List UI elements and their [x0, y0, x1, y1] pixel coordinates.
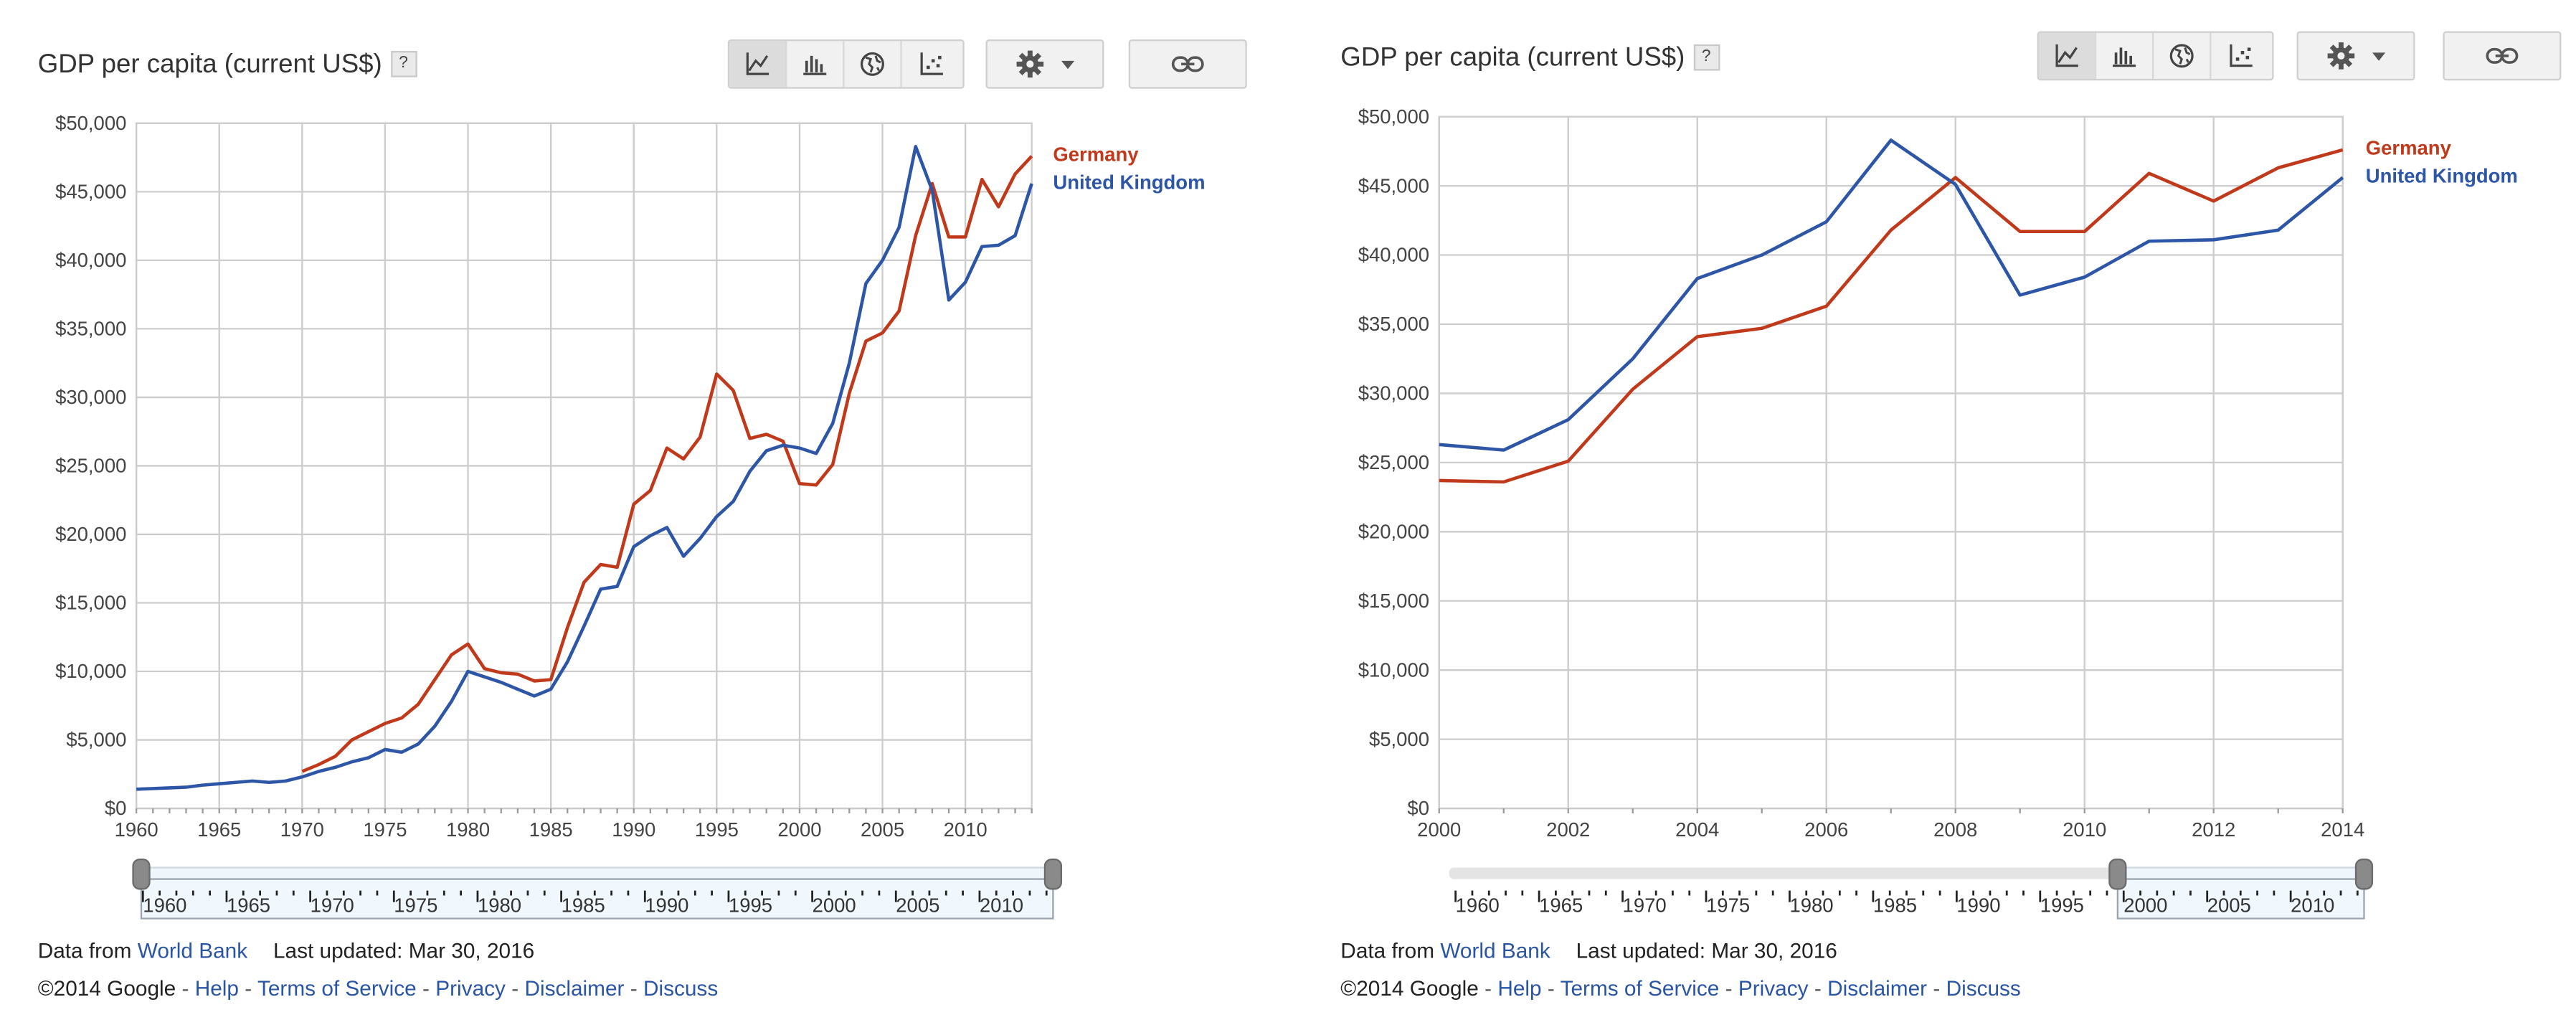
slider-year-label: 1990 [1956, 894, 2000, 916]
slider-year-label: 1990 [645, 894, 688, 916]
x-tick-label: 1965 [197, 818, 241, 841]
x-tick-label: 2010 [944, 818, 988, 841]
terms-link[interactable]: Terms of Service [257, 976, 417, 1001]
privacy-link[interactable]: Privacy [435, 976, 506, 1001]
copyright-line: ©2014 Google - Help - Terms of Service -… [38, 976, 719, 1001]
y-tick-label: $35,000 [55, 318, 126, 340]
slider-year-label: 1995 [2040, 894, 2084, 916]
y-tick-label: $50,000 [55, 112, 126, 134]
discuss-link[interactable]: Discuss [643, 976, 718, 1001]
x-tick-label: 1985 [529, 818, 573, 841]
x-tick-label: 1995 [695, 818, 739, 841]
y-tick-label: $25,000 [55, 455, 126, 477]
discuss-link[interactable]: Discuss [1946, 976, 2021, 1001]
x-tick-label: 2000 [777, 818, 821, 841]
x-tick-label: 2012 [2192, 818, 2235, 841]
x-tick-label: 1970 [280, 818, 324, 841]
y-tick-label: $45,000 [1358, 174, 1429, 197]
data-source-line: Data from World Bank Last updated: Mar 3… [1340, 938, 1837, 963]
y-tick-label: $10,000 [1358, 658, 1429, 681]
x-tick-label: 2008 [1933, 818, 1977, 841]
slider-year-label: 1960 [1456, 894, 1500, 916]
y-tick-label: $25,000 [1358, 451, 1429, 473]
chart-panel-left: GDP per capita (current US$)? [0, 0, 1288, 1030]
y-tick-label: $0 [105, 797, 127, 819]
x-tick-label: 2014 [2321, 818, 2364, 841]
slider-year-label: 2005 [896, 894, 939, 916]
slider-right-handle[interactable] [2356, 859, 2372, 889]
y-tick-label: $45,000 [55, 181, 126, 203]
x-tick-label: 1975 [363, 818, 407, 841]
y-tick-label: $30,000 [55, 386, 126, 408]
privacy-link[interactable]: Privacy [1738, 976, 1809, 1001]
slider-year-label: 2010 [980, 894, 1023, 916]
legend-entry: United Kingdom [2366, 164, 2518, 186]
legend-entry: United Kingdom [1053, 171, 1205, 193]
gdp-line-chart-right: $0 $5,000 $10,000 $15,000 $20,000 $25,000 $30,… [1288, 0, 2576, 1030]
slider-year-label: 1995 [729, 894, 772, 916]
y-tick-label: $10,000 [55, 660, 126, 682]
x-tick-label: 2010 [2063, 818, 2106, 841]
x-tick-label: 2004 [1675, 818, 1719, 841]
slider-year-label: 2000 [813, 894, 856, 916]
last-updated: Last updated: Mar 30, 2016 [1576, 938, 1837, 963]
x-tick-label: 2000 [1417, 818, 1461, 841]
x-tick-label: 1980 [446, 818, 490, 841]
time-range-slider[interactable]: 1960 1965 1970 1975 1980 1985 1990 1995 2000 2005… [1449, 859, 2372, 918]
world-bank-link[interactable]: World Bank [138, 938, 247, 963]
slider-year-label: 2000 [2123, 894, 2167, 916]
terms-link[interactable]: Terms of Service [1561, 976, 1720, 1001]
legend-entry: Germany [1053, 143, 1139, 165]
slider-year-label: 1985 [1873, 894, 1917, 916]
help-link[interactable]: Help [1497, 976, 1541, 1001]
x-tick-label: 1960 [115, 818, 158, 841]
y-tick-label: $5,000 [1369, 728, 1429, 750]
slider-year-label: 1975 [1706, 894, 1750, 916]
slider-right-handle[interactable] [1045, 859, 1061, 889]
world-bank-link[interactable]: World Bank [1440, 938, 1550, 963]
y-tick-label: $40,000 [1358, 244, 1429, 266]
slider-year-label: 1970 [311, 894, 354, 916]
slider-year-label: 1970 [1623, 894, 1667, 916]
y-tick-label: $0 [1407, 797, 1429, 819]
y-tick-label: $40,000 [55, 249, 126, 271]
gdp-line-chart-left: $0 $5,000 $10,000 $15,000 $20,000 $25,000 $30,… [0, 0, 1288, 1030]
slider-year-label: 1975 [394, 894, 437, 916]
disclaimer-link[interactable]: Disclaimer [1827, 976, 1927, 1001]
x-tick-label: 2006 [1804, 818, 1848, 841]
slider-selected-track [141, 868, 1053, 879]
slider-year-label: 1965 [227, 894, 270, 916]
slider-year-label: 2005 [2207, 894, 2251, 916]
legend-entry: Germany [2366, 136, 2452, 159]
y-tick-label: $5,000 [66, 729, 126, 751]
y-tick-label: $15,000 [55, 592, 126, 614]
y-tick-label: $50,000 [1358, 105, 1429, 128]
y-tick-label: $15,000 [1358, 590, 1429, 612]
help-link[interactable]: Help [195, 976, 239, 1001]
slider-year-label: 1980 [478, 894, 521, 916]
x-tick-label: 2005 [861, 818, 904, 841]
slider-year-label: 1980 [1789, 894, 1833, 916]
slider-year-label: 1965 [1539, 894, 1583, 916]
slider-year-label: 1985 [562, 894, 605, 916]
y-tick-label: $20,000 [1358, 520, 1429, 542]
y-tick-label: $20,000 [55, 523, 126, 545]
copyright-line: ©2014 Google - Help - Terms of Service -… [1340, 976, 2021, 1001]
chart-panel-right: GDP per capita (current US$)? [1288, 0, 2576, 1030]
disclaimer-link[interactable]: Disclaimer [524, 976, 624, 1001]
y-tick-label: $35,000 [1358, 313, 1429, 335]
slider-left-handle[interactable] [133, 859, 150, 889]
data-source-line: Data from World Bank Last updated: Mar 3… [38, 938, 535, 963]
slider-selected-track [2118, 868, 2364, 879]
slider-left-handle[interactable] [2109, 859, 2126, 889]
y-tick-label: $30,000 [1358, 382, 1429, 405]
time-range-slider[interactable]: 1960 1965 1970 1975 1980 1985 1990 1995 2000 2005… [133, 859, 1061, 918]
x-tick-label: 1990 [612, 818, 655, 841]
last-updated: Last updated: Mar 30, 2016 [273, 938, 534, 963]
x-tick-label: 2002 [1546, 818, 1590, 841]
slider-year-label: 1960 [143, 894, 186, 916]
slider-year-label: 2010 [2291, 894, 2334, 916]
